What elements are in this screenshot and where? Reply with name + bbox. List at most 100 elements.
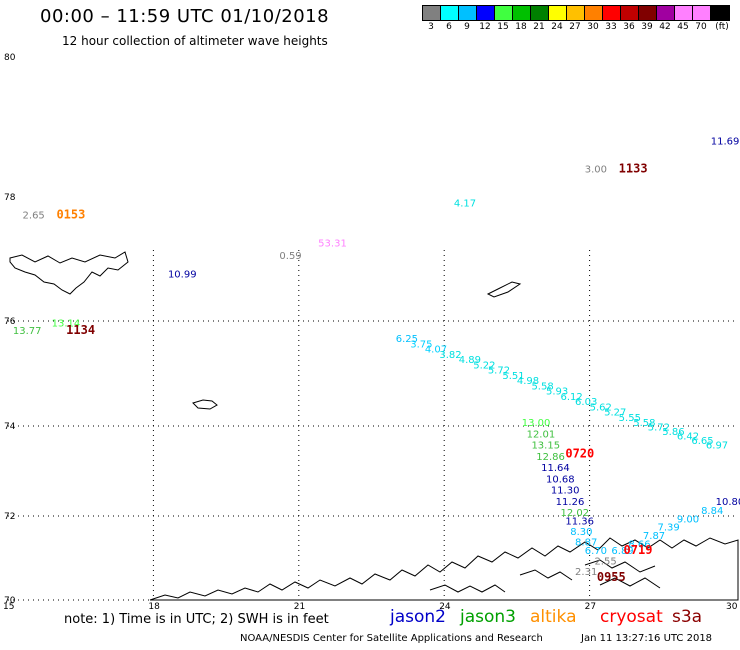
wave-height-value: 6.42 [677, 432, 699, 443]
wave-height-value: 5.72 [648, 423, 670, 434]
color-swatch [621, 6, 639, 20]
lat-tick-label: 80 [4, 53, 16, 63]
lon-tick-label: 15 [3, 602, 14, 612]
legend-jason2: jason2 [390, 607, 446, 627]
wave-height-value: 9.00 [677, 514, 699, 525]
color-swatch [693, 6, 711, 20]
footer-timestamp: Jan 11 13:27:16 UTC 2018 [581, 633, 713, 644]
lat-tick-label: 72 [4, 512, 15, 522]
color-scale-label: 45 [677, 22, 689, 32]
wave-height-value: 53.31 [318, 239, 347, 250]
wave-height-value: 11.36 [565, 516, 594, 527]
wave-height-value: 10.80 [716, 497, 740, 508]
color-scale-label: 9 [464, 22, 470, 32]
wave-height-value: 0.59 [279, 251, 301, 262]
wave-height-value: 5.93 [546, 387, 568, 398]
wave-height-value: 5.58 [531, 381, 553, 392]
lon-tick-label: 24 [439, 602, 451, 612]
color-scale-label: 30 [587, 22, 599, 32]
wave-height-value: 4.07 [425, 345, 447, 356]
wave-height-value: 6.89 [611, 546, 633, 557]
wave-height-value: 12.86 [536, 452, 565, 463]
lat-tick-label: 76 [4, 317, 16, 327]
wave-height-value: 5.58 [633, 418, 655, 429]
wave-height-value: 10.68 [546, 474, 575, 485]
lat-tick-label: 78 [4, 193, 16, 203]
wave-height-value: 6.03 [575, 397, 597, 408]
color-scale-label: 33 [605, 22, 617, 32]
color-swatch [495, 6, 513, 20]
color-scale-labels: 3 6 9 12 15 18 21 24 27 30 33 36 39 42 45 70 (ft) [422, 22, 734, 32]
color-swatch [477, 6, 495, 20]
wave-height-value: 7.87 [643, 531, 665, 542]
color-scale-label: 21 [533, 22, 545, 32]
bear-island-coast [192, 399, 218, 410]
wave-height-value: 10.99 [168, 270, 197, 281]
color-scale-label: 36 [623, 22, 635, 32]
color-swatch [531, 6, 549, 20]
wave-height-value: 6.65 [691, 436, 713, 447]
wave-height-value: 3.00 [585, 165, 607, 176]
pass-time-label: 0955 [597, 570, 626, 584]
wave-height-value: 6.97 [706, 441, 728, 452]
color-scale-label: 12 [479, 22, 491, 32]
color-scale-label: 24 [551, 22, 563, 32]
wave-height-value: 3.75 [410, 339, 432, 350]
color-scale-label: 39 [641, 22, 653, 32]
wave-height-value: 2.65 [23, 211, 45, 222]
legend-note: note: 1) Time is in UTC; 2) SWH is in fe… [64, 612, 329, 627]
color-swatch [675, 6, 693, 20]
wave-height-value: 13.14 [52, 318, 81, 329]
pass-time-label: 0719 [624, 543, 653, 557]
legend-s3a: s3a [672, 607, 703, 627]
footer-credit: NOAA/NESDIS Center for Satellite Applica… [240, 633, 543, 644]
wave-height-value: 13.15 [531, 441, 560, 452]
color-scale-label: 6 [446, 22, 452, 32]
color-scale-label: 15 [497, 22, 509, 32]
legend-jason3: jason3 [460, 607, 516, 627]
wave-height-value: 13.00 [522, 418, 551, 429]
hopen-island-coast [486, 281, 522, 298]
lon-tick-label: 30 [726, 602, 738, 612]
color-scale-label: (ft) [715, 22, 729, 32]
lat-tick-label: 74 [4, 422, 16, 432]
wave-height-value: 5.72 [488, 366, 510, 377]
color-scale-bar [422, 5, 730, 21]
wave-height-value: 8.84 [701, 506, 723, 517]
color-swatch [513, 6, 531, 20]
lat-tick-label: 70 [4, 596, 16, 606]
wave-height-value: 4.89 [459, 355, 481, 366]
wave-height-value: 11.69 [711, 137, 740, 148]
wave-height-value: 8.30 [570, 527, 592, 538]
legend-cryosat: cryosat [600, 607, 663, 627]
wave-height-value: 7.39 [657, 523, 679, 534]
observations: 11.69 3.00 1133 4.17 2.65 0153 53.31 0.59 10.99 1… [13, 137, 740, 585]
color-swatch [585, 6, 603, 20]
wave-height-value: 5.55 [619, 413, 641, 424]
legend-altika: altika [530, 607, 577, 627]
wave-height-value: 6.25 [396, 334, 418, 345]
color-swatch [711, 6, 729, 20]
color-scale-label: 18 [515, 22, 527, 32]
wave-height-value: 13.77 [13, 326, 42, 337]
wave-height-value: 5.86 [662, 427, 684, 438]
pass-time-label: 1134 [66, 323, 95, 337]
wave-height-value: 4.98 [517, 376, 539, 387]
wave-height-value: 11.30 [551, 486, 580, 497]
lon-tick-label: 27 [585, 602, 596, 612]
color-scale-label: 27 [569, 22, 581, 32]
color-swatch [423, 6, 441, 20]
wave-height-value: 2.55 [594, 556, 616, 567]
wave-height-value: 8.66 [628, 540, 650, 551]
wave-height-value: 6.70 [585, 546, 607, 557]
wave-height-value: 5.51 [502, 371, 524, 382]
wave-height-value: 2.31 [575, 567, 597, 578]
wave-height-value: 11.26 [556, 497, 585, 508]
wave-height-value: 12.01 [527, 429, 556, 440]
svalbard-coast [9, 251, 129, 295]
color-swatch [567, 6, 585, 20]
color-swatch [459, 6, 477, 20]
wave-height-value: 12.02 [561, 508, 590, 519]
